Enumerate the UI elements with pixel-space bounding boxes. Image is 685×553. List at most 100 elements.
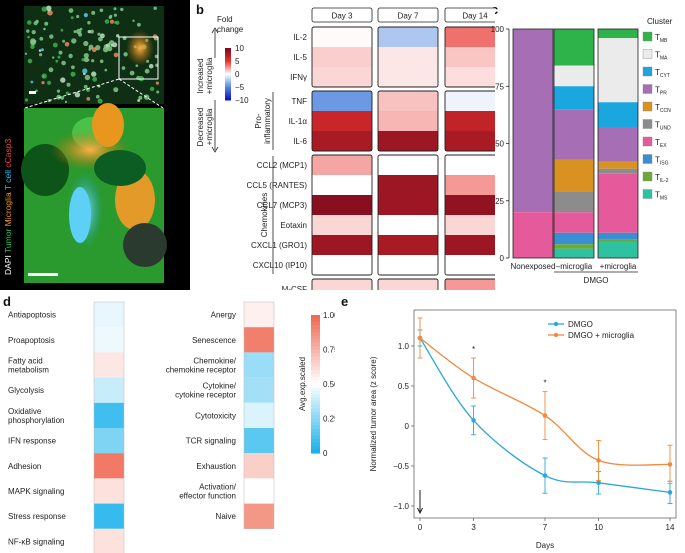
nucleus [48,67,54,73]
scale-swatch [225,70,231,72]
stacked-segment [598,168,638,174]
pathway-cell [94,302,124,328]
nucleus [129,70,135,76]
legend-swatch [642,66,653,77]
colorbar-swatch [311,401,320,406]
scale-swatch [225,64,231,67]
colorbar-swatch [311,408,320,413]
group-frame [311,278,373,290]
nucleus [87,21,91,25]
legend-label: TPR [655,86,667,97]
nucleus [68,53,73,59]
nucleus [83,13,88,18]
pathway-cell [94,377,124,403]
stacked-segment [598,232,638,240]
panel-label-e: e [341,294,349,309]
pathway-label: Fatty acid metabolism [8,357,49,375]
nucleus [40,48,44,52]
nucleus [33,21,38,26]
significance-marker: * [543,379,546,388]
pathway-cell [94,503,124,529]
nucleus [113,7,117,11]
x-tick-label: 0 [418,523,423,532]
legend-swatch [642,136,653,147]
pathway-label: MAPK signaling [8,487,64,496]
group-frame [311,90,373,152]
pathway-cell [244,377,274,403]
heatmap-cell [445,27,495,47]
nucleus [24,98,29,102]
nucleus [56,89,61,93]
heatmap-cell [445,255,495,275]
heatmap-cell [378,91,438,111]
pathway-label: Stress response [8,512,66,521]
stacked-segment [554,232,594,245]
legend-swatch [642,31,653,42]
bar-outline [553,28,595,259]
group-frame [377,26,439,88]
cytokine-label: CXCL10 (IP10) [253,261,308,270]
nucleus [137,22,141,27]
category-label: –microglia [556,262,593,271]
colorbar-swatch [311,377,320,382]
scale-swatch [225,62,231,65]
arrow-down-icon [211,100,219,153]
nucleus [99,59,104,64]
pathway-label: Adhesion [8,462,41,471]
y-tick-label: 0.5 [398,382,410,391]
pathway-label: Chemokine/chemokine receptor [166,357,237,375]
stacked-segment [513,29,553,213]
scale-swatch [225,96,231,98]
stacked-segment [598,127,638,162]
nucleus [88,48,92,51]
pathway-cell [244,327,274,353]
nucleus [120,7,124,12]
colorbar-swatch [311,352,320,357]
nucleus [30,80,34,84]
nucleus [97,98,103,104]
column-header: Day 7 [398,12,419,21]
nucleus [38,49,42,52]
colorbar-swatch [311,439,320,444]
colorbar-swatch [311,366,320,371]
colorbar-tick: 0.75 [323,346,335,355]
nucleus [39,36,44,41]
cytokine-label: IL-1α [289,117,308,126]
scale-swatch [225,92,231,94]
nucleus [153,6,157,10]
pathway-cell [244,478,274,504]
nucleus [41,6,47,12]
legend-swatch [642,189,653,199]
data-point [596,480,601,486]
arrow-up-icon [211,27,219,58]
y-tick-label: −0.5 [393,462,409,471]
nucleus [60,28,64,32]
legend-label: TCCN [655,103,671,114]
nucleus [30,38,36,44]
stacked-segment [554,86,594,110]
colorbar-swatch [311,321,320,326]
stacked-segment [598,161,638,169]
zoom-line-right [118,78,164,109]
heatmap-cell [445,235,495,255]
nucleus [60,96,65,100]
colorbar-swatch [311,432,320,437]
legend-label: TISG [655,156,669,167]
colorbar-swatch [311,335,320,340]
zoom-box [118,36,159,80]
heatmap-cell [312,235,372,255]
scale-swatch [225,48,231,50]
scale-down-label: Decreased+microglia [196,108,214,147]
stacked-segment [554,244,594,249]
heatmap-cell [378,67,438,87]
nucleus [68,8,74,14]
stacked-segment [598,29,638,39]
nucleus [114,21,118,24]
data-point [542,473,548,478]
colorbar-tick: 0.50 [323,380,335,389]
nucleus [104,68,108,72]
nucleus [64,42,70,47]
group-frame [377,90,439,152]
nucleus [49,34,54,39]
nucleus [55,59,59,63]
